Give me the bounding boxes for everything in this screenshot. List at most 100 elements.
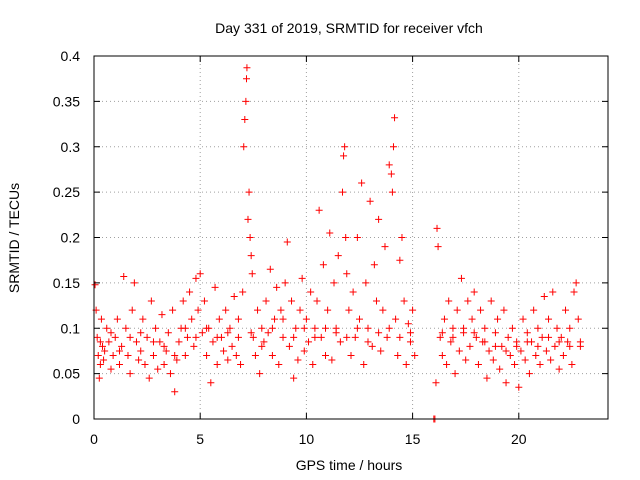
data-point — [523, 329, 531, 337]
data-point — [566, 342, 574, 350]
data-point — [243, 75, 251, 83]
tick-labels: 0 5 10 15 20 0 0.05 0.1 0.15 0.2 0.25 0.3 0.35 0.4 — [53, 48, 527, 447]
data-point — [160, 342, 168, 350]
data-point — [513, 342, 521, 350]
data-point — [139, 315, 147, 323]
data-point — [268, 351, 276, 359]
data-point — [472, 333, 480, 341]
data-point — [343, 270, 351, 278]
data-point — [523, 338, 531, 346]
data-point — [275, 361, 283, 369]
data-point — [279, 333, 287, 341]
data-point — [532, 351, 540, 359]
data-point — [449, 333, 457, 341]
data-point — [502, 347, 510, 355]
data-point — [519, 315, 527, 323]
data-point — [551, 342, 559, 350]
data-point — [481, 338, 489, 346]
data-point — [383, 333, 391, 341]
data-point — [122, 324, 130, 332]
data-point — [332, 329, 340, 337]
data-point — [211, 283, 219, 291]
data-point — [179, 297, 187, 305]
data-point — [353, 324, 361, 332]
data-point — [375, 329, 383, 337]
data-point — [118, 342, 126, 350]
data-point — [91, 281, 99, 289]
data-point — [385, 161, 393, 169]
data-point — [194, 306, 202, 314]
data-point — [149, 351, 157, 359]
data-point — [128, 306, 136, 314]
data-point — [242, 97, 250, 105]
data-point — [508, 324, 516, 332]
data-point — [406, 338, 414, 346]
data-point — [534, 342, 542, 350]
data-point — [198, 329, 206, 337]
data-point — [228, 342, 236, 350]
data-point — [494, 315, 502, 323]
data-point — [264, 329, 272, 337]
grid-lines — [94, 56, 608, 419]
data-point — [491, 342, 499, 350]
data-point — [483, 374, 491, 382]
y-tick-label: 0 — [72, 411, 80, 427]
data-point — [462, 356, 470, 364]
data-point — [353, 234, 361, 241]
data-point — [339, 188, 347, 196]
data-point — [143, 333, 151, 341]
data-point — [547, 356, 555, 364]
data-point — [549, 288, 557, 296]
data-point — [545, 315, 553, 323]
data-point — [294, 356, 302, 364]
data-point — [271, 315, 279, 323]
data-point — [94, 351, 102, 359]
data-point — [305, 338, 313, 346]
data-point — [540, 292, 548, 300]
data-point — [296, 306, 304, 314]
data-point — [244, 215, 252, 223]
data-point — [162, 347, 170, 355]
data-point — [98, 342, 106, 350]
data-point — [130, 279, 138, 287]
data-point — [203, 351, 211, 359]
data-point — [445, 297, 453, 305]
y-tick-label: 0.05 — [53, 366, 80, 382]
data-point — [391, 114, 399, 122]
y-tick-label: 0.2 — [61, 230, 81, 246]
data-point — [288, 297, 296, 305]
data-point — [362, 279, 370, 287]
data-point — [171, 388, 179, 396]
data-point — [315, 206, 323, 214]
data-point — [485, 347, 493, 355]
data-point — [126, 370, 134, 378]
data-point — [213, 361, 221, 369]
data-point — [566, 324, 574, 332]
data-point — [173, 356, 181, 364]
data-point — [203, 324, 211, 332]
x-tick-label: 10 — [299, 431, 315, 447]
data-point — [249, 333, 257, 341]
data-point — [309, 361, 317, 369]
data-point — [340, 152, 348, 160]
data-point — [258, 342, 266, 350]
data-point — [389, 143, 397, 151]
data-point — [224, 329, 232, 337]
data-point — [307, 288, 315, 296]
x-axis-label: GPS time / hours — [296, 457, 403, 473]
data-point — [370, 261, 378, 269]
data-point — [433, 224, 441, 232]
y-tick-label: 0.4 — [61, 48, 81, 64]
data-point — [349, 288, 357, 296]
data-point — [381, 243, 389, 251]
data-point — [290, 374, 298, 382]
data-point — [245, 188, 253, 196]
data-point — [232, 351, 240, 359]
data-point — [298, 274, 306, 282]
data-point — [455, 347, 463, 355]
data-point — [213, 333, 221, 341]
data-point — [355, 315, 363, 323]
data-point — [324, 306, 332, 314]
data-point — [273, 283, 281, 291]
data-point — [239, 288, 247, 296]
